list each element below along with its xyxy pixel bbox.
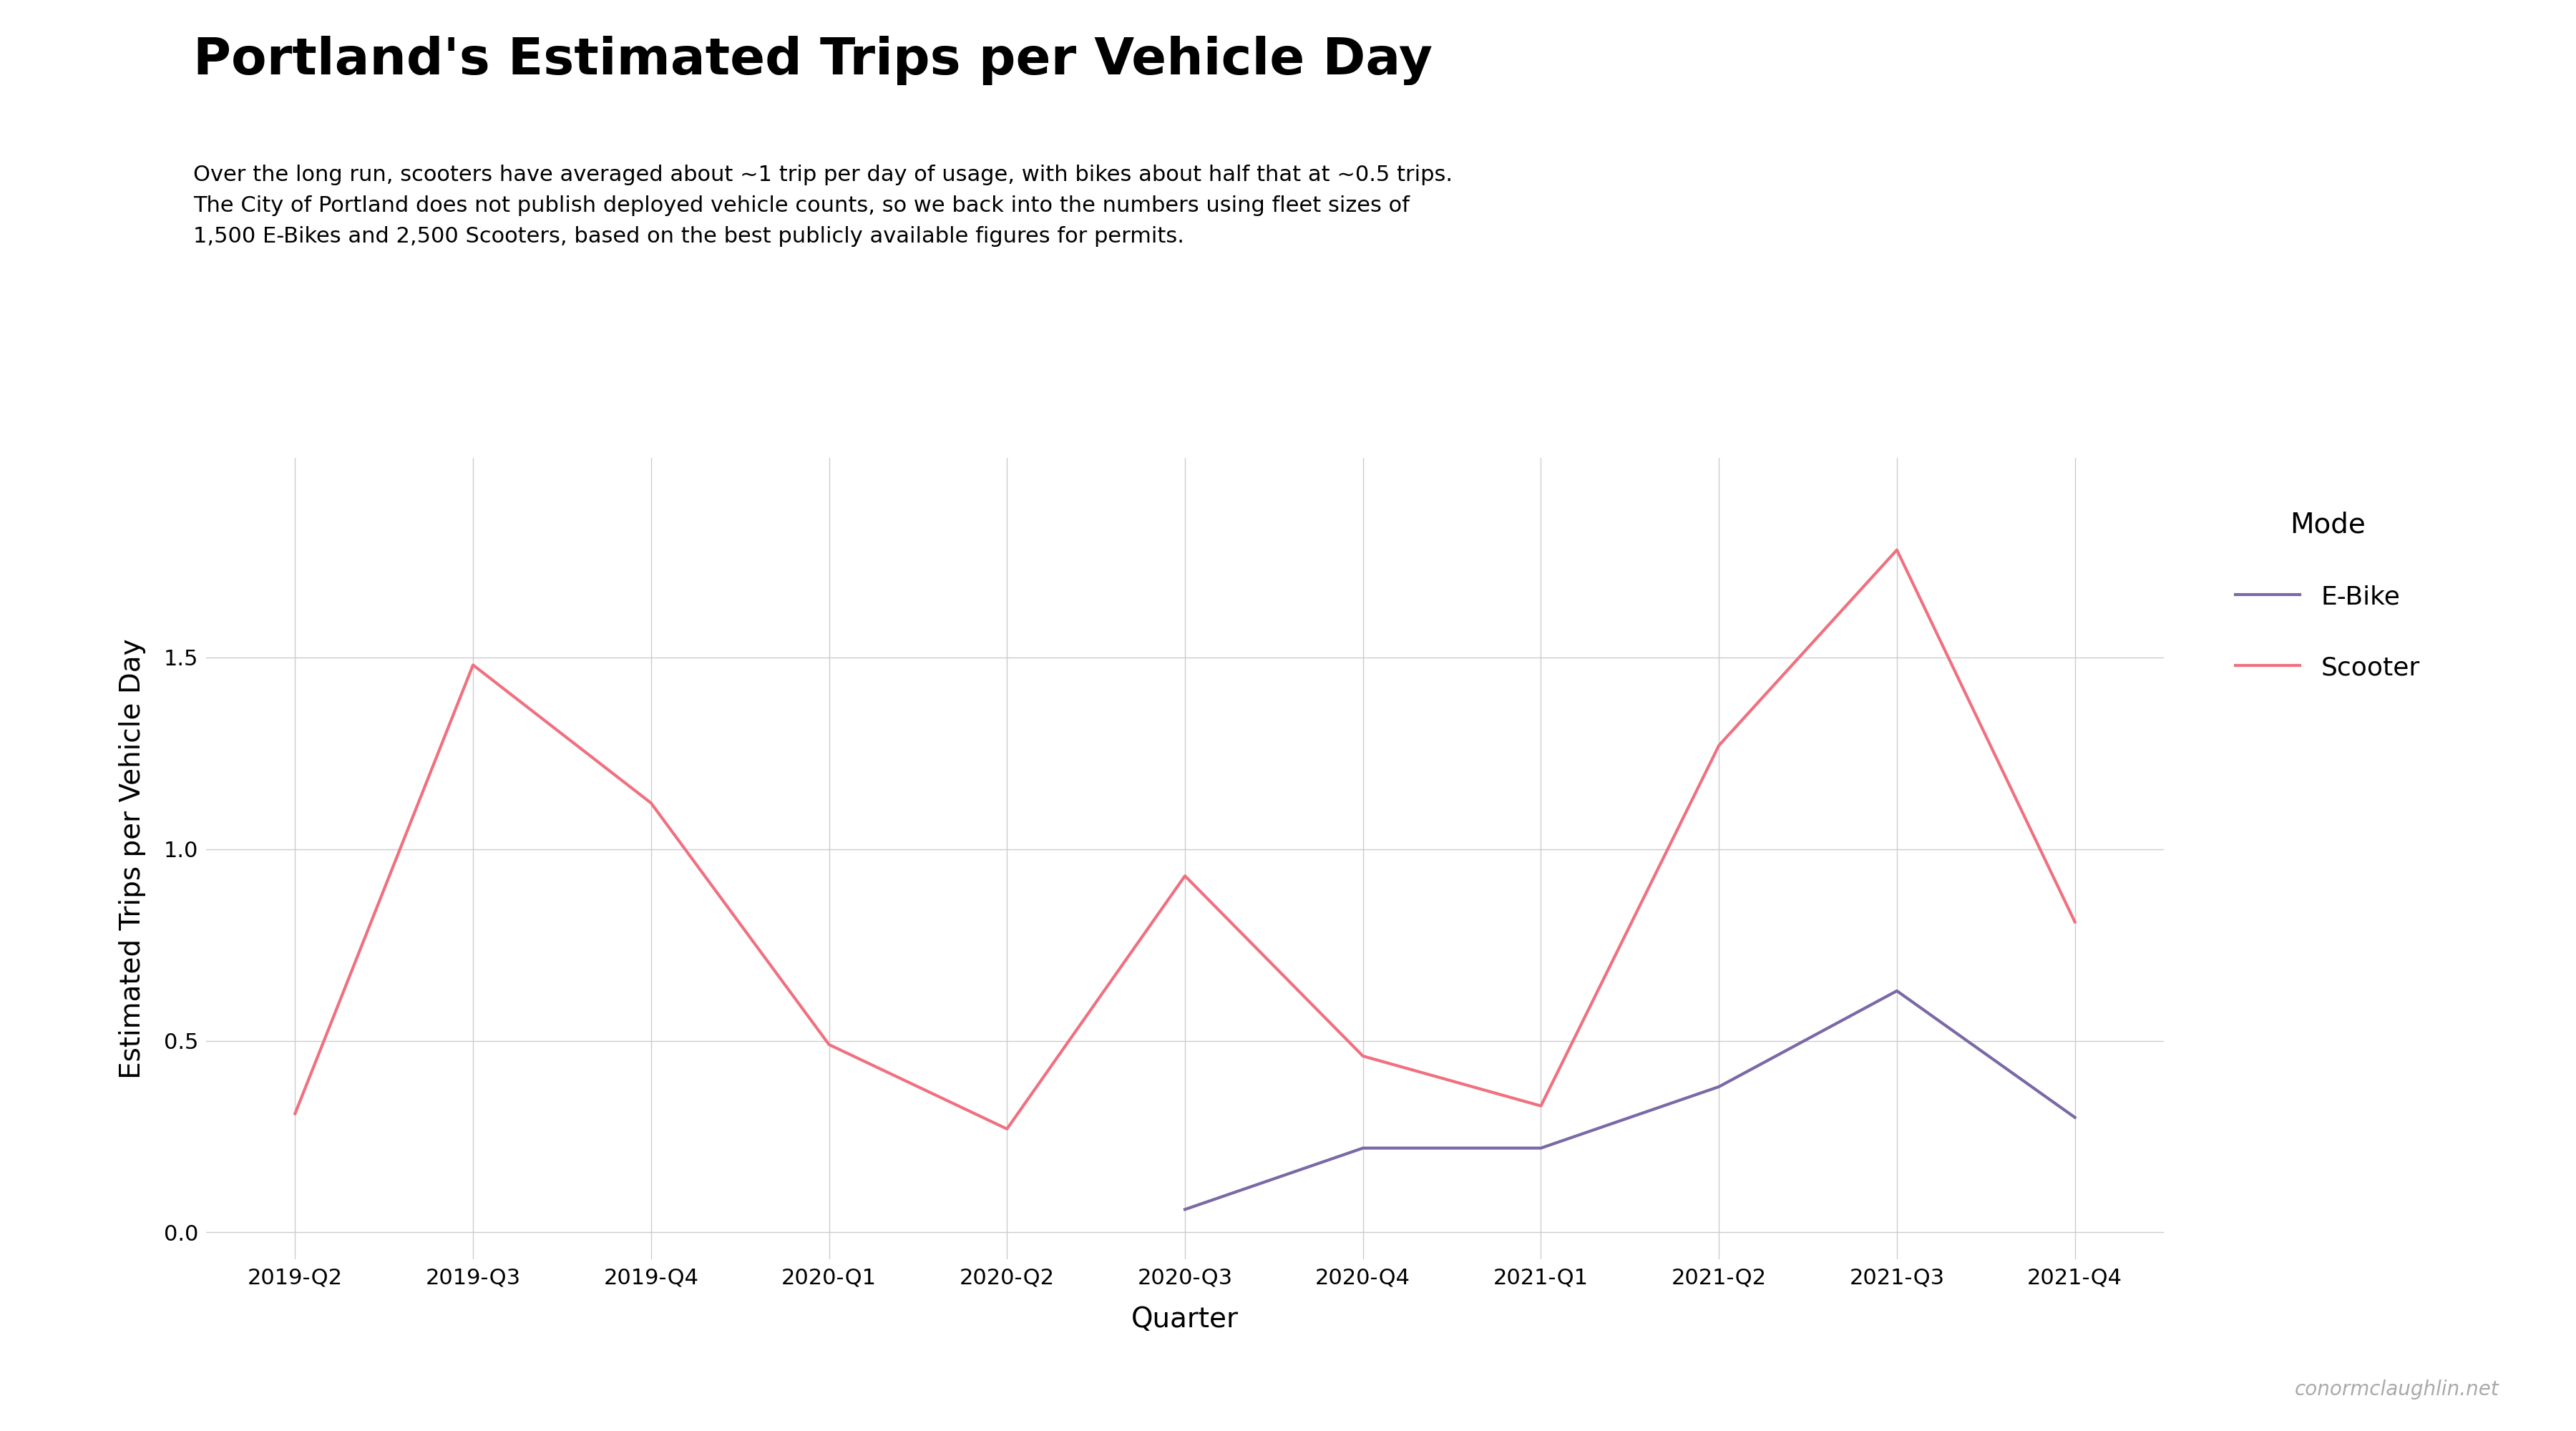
- Scooter: [636, 794, 667, 811]
- Scooter: [2058, 913, 2089, 930]
- Scooter: [814, 1036, 845, 1053]
- Scooter: [1880, 541, 1911, 558]
- Scooter: [1525, 1098, 1556, 1115]
- Line: E-Bike: E-Bike: [1185, 990, 2074, 1209]
- E-Bike: [1347, 1139, 1378, 1156]
- Line: Scooter: Scooter: [296, 550, 2074, 1129]
- X-axis label: Quarter: Quarter: [1131, 1307, 1239, 1334]
- Scooter: [992, 1120, 1023, 1138]
- Scooter: [1347, 1047, 1378, 1065]
- Y-axis label: Estimated Trips per Vehicle Day: Estimated Trips per Vehicle Day: [118, 638, 147, 1079]
- E-Bike: [1703, 1078, 1734, 1095]
- Scooter: [281, 1105, 312, 1122]
- Legend: E-Bike, Scooter: E-Bike, Scooter: [2236, 511, 2419, 680]
- E-Bike: [2058, 1109, 2089, 1126]
- E-Bike: [1880, 982, 1911, 999]
- E-Bike: [1170, 1201, 1200, 1218]
- Scooter: [459, 657, 489, 674]
- Text: Over the long run, scooters have averaged about ~1 trip per day of usage, with b: Over the long run, scooters have average…: [193, 165, 1453, 246]
- Text: Portland's Estimated Trips per Vehicle Day: Portland's Estimated Trips per Vehicle D…: [193, 36, 1432, 86]
- Scooter: [1703, 737, 1734, 754]
- Scooter: [1170, 867, 1200, 884]
- E-Bike: [1525, 1139, 1556, 1156]
- Text: conormclaughlin.net: conormclaughlin.net: [2295, 1379, 2499, 1400]
